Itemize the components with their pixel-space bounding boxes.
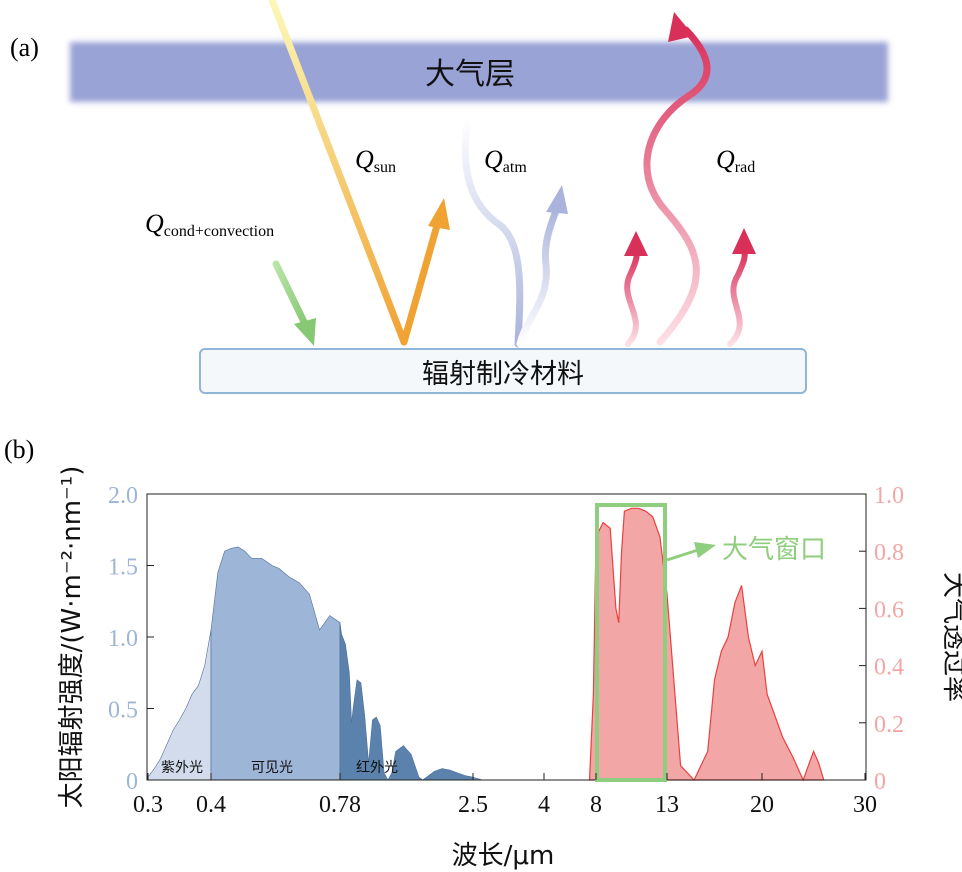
window-pointer-line <box>666 548 699 562</box>
y-left-tick-label: 0 <box>126 769 138 795</box>
y-axis-right-ticks: 0 0.2 0.4 0.6 0.8 1.0 <box>859 483 904 795</box>
atmospheric-wave-arrow-icon <box>461 114 568 348</box>
x-tick-label: 2.5 <box>458 792 488 818</box>
x-tick-label: 8 <box>590 792 602 818</box>
y-right-tick-label: 0.8 <box>874 540 904 566</box>
y-left-tick-label: 1.5 <box>108 555 138 581</box>
window-pointer-arrow-icon <box>694 542 716 558</box>
x-tick-label: 0.4 <box>196 792 226 818</box>
y-left-tick-label: 1.0 <box>108 626 138 652</box>
atmosphere-band <box>70 42 888 102</box>
x-tick-label: 0.3 <box>133 792 163 818</box>
y-right-tick-label: 0 <box>874 769 886 795</box>
solar-area-visible <box>210 546 341 781</box>
x-axis-ticks: 0.3 0.4 0.78 2.5 4 8 13 20 30 <box>133 773 877 818</box>
panel-b: (b) 紫外光 可见光 红外光 大气窗口 0.3 0.4 0.78 2.5 4 8 13 20… <box>4 435 962 871</box>
material-label: 辐射制冷材料 <box>422 359 584 390</box>
x-axis-label: 波长/μm <box>452 841 555 871</box>
transmittance-area <box>588 507 825 782</box>
band-label-visible: 可见光 <box>251 760 293 776</box>
band-label-uv: 紫外光 <box>161 760 203 776</box>
q-rad-label: Qrad <box>716 145 755 176</box>
y-left-tick-label: 2.0 <box>108 483 138 509</box>
y-right-tick-label: 1.0 <box>874 483 904 509</box>
y-right-tick-label: 0.4 <box>874 655 904 681</box>
conduction-arrow-icon <box>272 260 316 346</box>
x-tick-label: 20 <box>750 792 774 818</box>
atmosphere-label: 大气层 <box>425 57 515 92</box>
q-sun-label: Qsun <box>355 145 396 176</box>
atmospheric-window-box <box>595 503 667 782</box>
x-tick-label: 4 <box>538 792 550 818</box>
material-box <box>199 348 807 394</box>
band-label-ir: 红外光 <box>356 760 398 776</box>
y-axis-left-label: 太阳辐射强度/(W·m⁻²·nm⁻¹) <box>57 466 87 809</box>
solar-area-uv <box>147 629 212 781</box>
panel-a: (a) 大气层 Qsun Q <box>10 0 888 394</box>
panel-a-label: (a) <box>10 33 39 62</box>
radiation-wave-arrow-icon <box>624 12 756 347</box>
sun-ray-arrow-icon <box>268 0 450 346</box>
x-tick-label: 13 <box>655 792 679 818</box>
solar-area-ir <box>339 622 474 781</box>
window-label: 大气窗口 <box>722 535 826 565</box>
q-cond-label: Qcond+convection <box>145 209 274 240</box>
q-atm-label: Qatm <box>484 145 527 176</box>
x-tick-label: 30 <box>853 792 877 818</box>
y-right-tick-label: 0.2 <box>874 712 904 738</box>
chart-plot-area <box>147 507 825 782</box>
panel-b-label: (b) <box>4 435 34 464</box>
x-tick-label: 0.78 <box>319 792 361 818</box>
y-left-tick-label: 0.5 <box>108 698 138 724</box>
y-axis-right-label: 大气透过率 <box>939 572 962 702</box>
y-axis-left-ticks: 0 0.5 1.0 1.5 2.0 <box>108 483 154 795</box>
y-right-tick-label: 0.6 <box>874 597 904 623</box>
